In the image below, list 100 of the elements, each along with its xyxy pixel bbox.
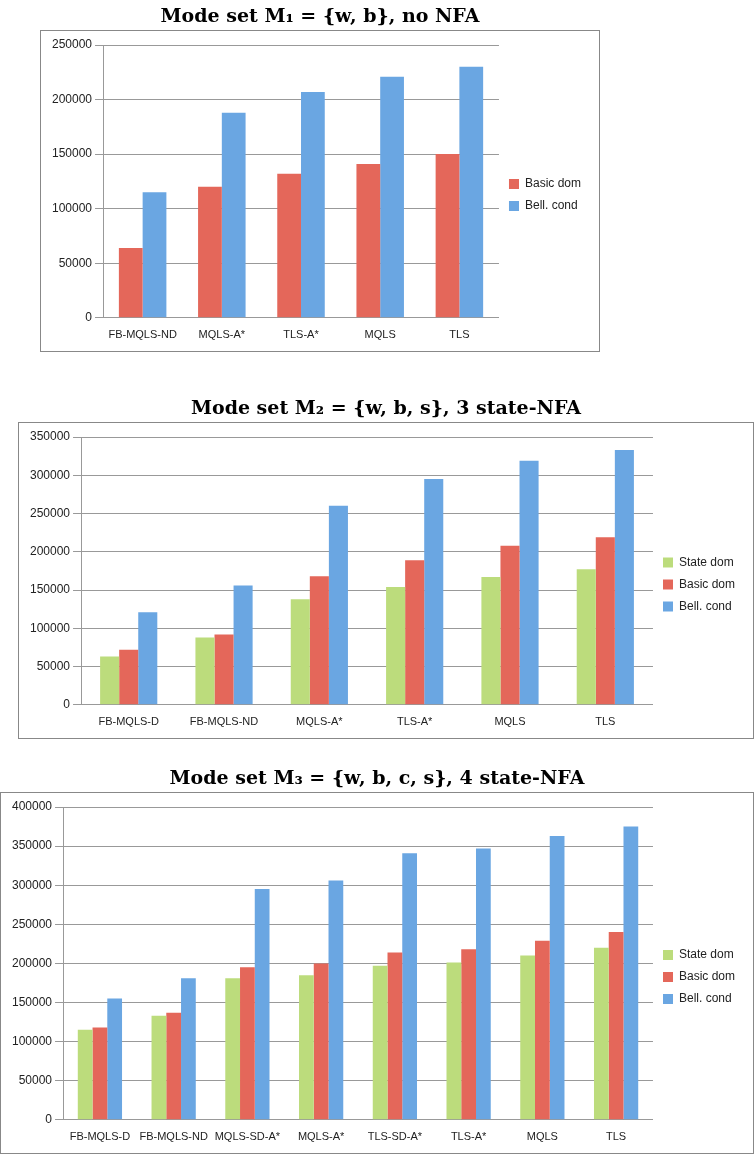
x-tick-label: TLS [449, 328, 470, 341]
bar [608, 932, 624, 1120]
bar [166, 1012, 182, 1120]
bar [221, 112, 246, 318]
bar [520, 955, 535, 1120]
bar [356, 163, 381, 318]
bar [138, 612, 158, 705]
y-tick-label: 350000 [12, 838, 53, 853]
y-tick-label: 50000 [58, 255, 93, 270]
bar [328, 880, 344, 1120]
bar [476, 848, 491, 1120]
bar [195, 637, 215, 705]
x-tick-label: TLS-A* [450, 1130, 488, 1143]
x-tick-label: TLS-SD-A* [367, 1130, 423, 1143]
bar [500, 545, 520, 705]
bar [290, 599, 310, 705]
bar [313, 963, 329, 1120]
y-tick-label: 250000 [30, 505, 71, 520]
chart-title: Mode set M₃ = {w, b, c, s}, 4 state-NFA [168, 765, 586, 790]
bar [299, 975, 314, 1120]
x-tick-label: TLS [595, 715, 616, 728]
y-tick-label: 0 [45, 1112, 53, 1127]
y-tick-label: 200000 [30, 544, 71, 559]
bar [576, 569, 596, 705]
bar [198, 186, 222, 318]
legend-label: Basic dom [678, 576, 736, 591]
y-tick-label: 50000 [36, 658, 71, 673]
y-tick-label: 150000 [52, 146, 93, 161]
y-tick-label: 200000 [12, 955, 53, 970]
bar [402, 853, 417, 1120]
x-tick-label: MQLS [526, 1130, 558, 1143]
x-tick-label: MQLS-A* [198, 328, 246, 341]
x-tick-label: TLS-A* [396, 715, 434, 728]
chart-title: Mode set M₂ = {w, b, s}, 3 state-NFA [189, 395, 583, 420]
bar [77, 1029, 93, 1120]
bar [435, 154, 460, 318]
bar [214, 634, 234, 705]
y-tick-label: 100000 [30, 620, 71, 635]
y-tick-label: 100000 [12, 1033, 53, 1048]
bar [405, 560, 425, 705]
x-tick-label: MQLS-A* [296, 715, 344, 728]
bar [446, 962, 462, 1120]
legend-label: Basic dom [524, 176, 582, 191]
legend-label: State dom [678, 947, 734, 962]
y-tick-label: 300000 [12, 877, 53, 892]
bar [424, 479, 444, 705]
x-tick-label: FB-MQLS-ND [189, 715, 259, 728]
y-tick-label: 250000 [52, 37, 93, 52]
bar [593, 947, 609, 1120]
y-tick-label: 150000 [12, 994, 53, 1009]
y-tick-label: 150000 [30, 582, 71, 597]
bar [118, 247, 143, 318]
bar [461, 949, 476, 1120]
y-tick-label: 100000 [52, 200, 93, 215]
bar [301, 91, 325, 318]
x-tick-label: FB-MQLS-D [98, 715, 160, 728]
legend-label: Bell. cond [678, 598, 732, 613]
x-tick-label: MQLS-SD-A* [214, 1130, 281, 1143]
bar [372, 965, 388, 1120]
bar [519, 460, 539, 705]
y-tick-label: 300000 [30, 467, 71, 482]
y-tick-label: 350000 [30, 429, 71, 444]
x-tick-label: FB-MQLS-ND [139, 1130, 208, 1143]
bar [119, 649, 139, 705]
bar [481, 577, 501, 705]
bar [386, 586, 406, 705]
bar [328, 505, 348, 705]
bar [107, 998, 123, 1120]
bar [387, 952, 403, 1120]
x-tick-label: TLS [606, 1130, 627, 1143]
x-tick-label: MQLS-A* [297, 1130, 346, 1143]
bar [623, 826, 639, 1120]
legend-label: Basic dom [678, 969, 736, 984]
bar [534, 940, 550, 1120]
y-tick-label: 400000 [12, 799, 53, 814]
bar [254, 889, 270, 1120]
y-tick-label: 50000 [18, 1073, 53, 1088]
bar [92, 1027, 108, 1120]
bar [459, 66, 484, 318]
bar [225, 978, 241, 1120]
y-tick-label: 0 [63, 697, 71, 712]
x-tick-label: FB-MQLS-D [69, 1130, 131, 1143]
y-tick-label: 0 [85, 310, 93, 325]
bar [614, 450, 634, 705]
legend-label: Bell. cond [678, 991, 732, 1006]
bar [549, 835, 565, 1120]
y-tick-label: 250000 [12, 916, 53, 931]
y-tick-label: 200000 [52, 91, 93, 106]
bar [277, 173, 302, 318]
bar [595, 537, 615, 705]
bar [151, 1015, 167, 1120]
chart-title: Mode set M₁ = {w, b}, no NFA [159, 3, 481, 28]
bar [233, 585, 253, 705]
legend-label: Bell. cond [524, 198, 578, 213]
x-tick-label: TLS-A* [283, 328, 320, 341]
bar [380, 76, 404, 318]
bar [100, 656, 120, 705]
bar [142, 192, 167, 318]
bar [240, 967, 255, 1120]
bar [309, 576, 329, 705]
